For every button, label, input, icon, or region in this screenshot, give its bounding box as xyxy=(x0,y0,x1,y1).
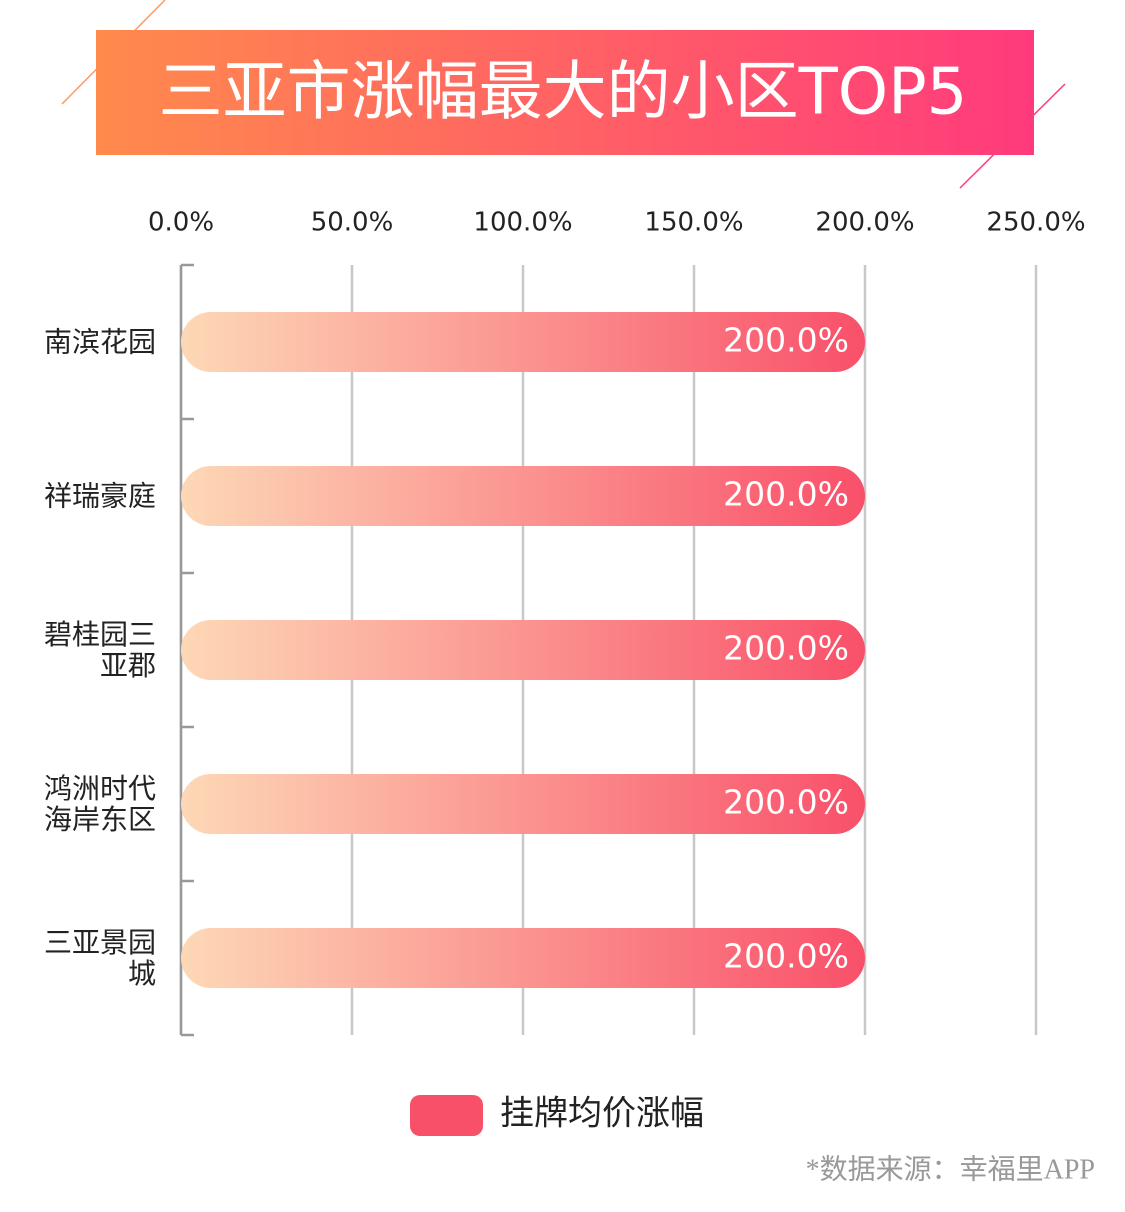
bar xyxy=(181,312,865,372)
x-tick-label: 150.0% xyxy=(644,208,743,238)
legend-swatch xyxy=(410,1095,483,1136)
chart-title: 三亚市涨幅最大的小区TOP5 xyxy=(159,56,968,130)
y-tick-label: 鸿洲时代海岸东区 xyxy=(43,772,156,836)
value-label: 200.0% xyxy=(723,475,849,514)
x-tick-label: 250.0% xyxy=(986,208,1085,238)
legend-label: 挂牌均价涨幅 xyxy=(500,1094,704,1134)
bar xyxy=(181,928,865,988)
value-label: 200.0% xyxy=(723,321,849,360)
value-label: 200.0% xyxy=(723,629,849,668)
x-tick-label: 0.0% xyxy=(148,208,214,238)
x-tick-label: 50.0% xyxy=(311,208,394,238)
value-label: 200.0% xyxy=(723,783,849,822)
title-banner xyxy=(96,30,1034,155)
bar xyxy=(181,620,865,680)
y-tick-label: 南滨花园 xyxy=(43,325,156,359)
y-tick-label: 三亚景园城 xyxy=(43,926,156,990)
y-tick-label: 祥瑞豪庭 xyxy=(43,479,156,513)
x-tick-label: 100.0% xyxy=(473,208,572,238)
y-tick-label: 碧桂园三亚郡 xyxy=(43,618,156,682)
source: *数据来源：幸福里APP xyxy=(806,1153,1095,1185)
value-label: 200.0% xyxy=(723,937,849,976)
x-tick-label: 200.0% xyxy=(815,208,914,238)
bar xyxy=(181,466,865,526)
bar xyxy=(181,774,865,834)
